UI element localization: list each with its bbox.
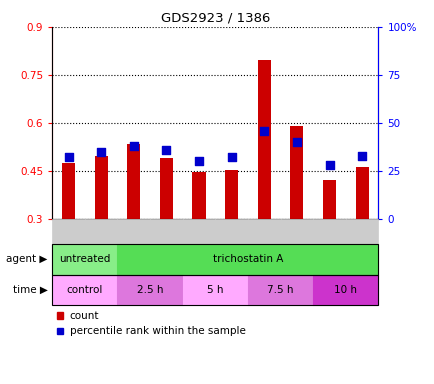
Point [130, 143, 137, 149]
Bar [355, 167, 368, 219]
Point [293, 139, 299, 145]
Bar [290, 126, 303, 219]
Text: time ▶: time ▶ [13, 285, 48, 295]
Bar [192, 172, 205, 219]
Bar [95, 157, 108, 219]
Bar [159, 158, 172, 219]
Text: trichostatin A: trichostatin A [212, 254, 283, 264]
Text: agent ▶: agent ▶ [7, 254, 48, 264]
Point [227, 154, 234, 161]
Point [326, 162, 332, 168]
Text: control: control [66, 285, 103, 295]
Point [260, 127, 267, 134]
Bar [62, 163, 75, 219]
Text: percentile rank within the sample: percentile rank within the sample [69, 326, 245, 336]
Bar [322, 180, 335, 219]
Bar [127, 144, 140, 219]
Point [97, 149, 105, 155]
Point [65, 154, 72, 161]
Point [358, 152, 365, 159]
Text: 7.5 h: 7.5 h [267, 285, 293, 295]
Point [195, 158, 202, 164]
Text: 10 h: 10 h [334, 285, 356, 295]
Title: GDS2923 / 1386: GDS2923 / 1386 [160, 11, 270, 24]
Bar [225, 170, 238, 219]
Text: 2.5 h: 2.5 h [137, 285, 163, 295]
Text: count: count [69, 311, 99, 321]
Text: untreated: untreated [59, 254, 110, 264]
Bar [257, 61, 270, 219]
Point [162, 147, 169, 153]
Text: 5 h: 5 h [207, 285, 223, 295]
